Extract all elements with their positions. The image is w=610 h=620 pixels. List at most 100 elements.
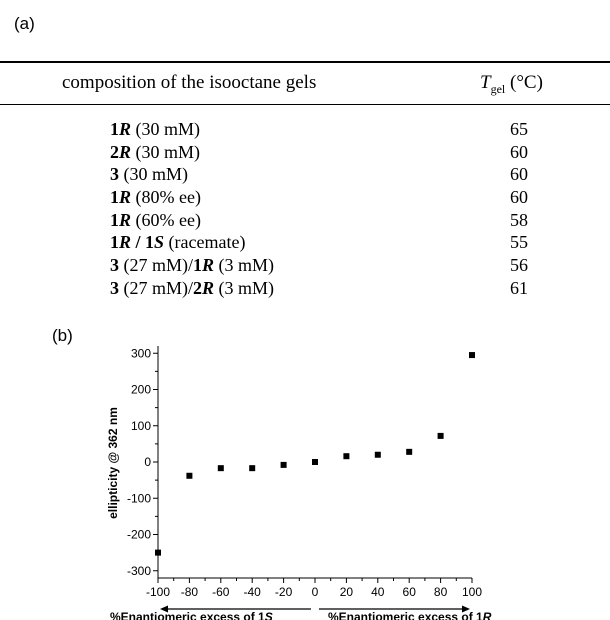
axis-title-text: %Enantiomeric excess of 1 bbox=[328, 610, 483, 620]
y-tick-label: 0 bbox=[144, 455, 151, 469]
table-row: 1R (80% ee) 60 bbox=[0, 186, 610, 209]
y-tick-label: -200 bbox=[127, 528, 151, 542]
x-tick-label: 100 bbox=[462, 585, 482, 599]
right-arrowhead bbox=[462, 605, 470, 613]
tgel-cell: 60 bbox=[510, 187, 528, 208]
data-point bbox=[374, 451, 381, 458]
data-point bbox=[312, 459, 318, 465]
table-row: 3 (27 mM)/2R (3 mM) 61 bbox=[0, 277, 610, 300]
panel-b-label: (b) bbox=[52, 326, 73, 345]
composition-cell: 2R (30 mM) bbox=[110, 141, 200, 164]
composition-text-part: 3 bbox=[110, 164, 119, 185]
composition-cell: 3 (30 mM) bbox=[110, 163, 188, 186]
tgel-cell: 60 bbox=[510, 164, 528, 185]
composition-text-part: (27 mM)/ bbox=[119, 255, 194, 276]
composition-text-part: 1 bbox=[110, 187, 119, 208]
x-tick-label: 40 bbox=[371, 585, 385, 599]
table-row: 3 (30 mM) 60 bbox=[0, 163, 610, 186]
table-top-rule bbox=[0, 61, 610, 63]
composition-cell: 1R (60% ee) bbox=[110, 209, 201, 232]
xlabel-right-title: %Enantiomeric excess of 1R bbox=[328, 610, 492, 620]
tgel-cell: 58 bbox=[510, 209, 528, 230]
x-tick-label: -100 bbox=[146, 585, 170, 599]
data-point bbox=[186, 472, 193, 479]
composition-cell: 3 (27 mM)/2R (3 mM) bbox=[110, 277, 274, 300]
composition-text-part: 1 bbox=[110, 232, 119, 253]
x-axis-ticks: -100 -80 -60 -40 -20 0 20 40 60 80 100 bbox=[146, 578, 482, 599]
composition-text-part: (3 mM) bbox=[214, 277, 275, 298]
composition-text-part: 3 bbox=[110, 255, 119, 276]
composition-column-header: composition of the isooctane gels bbox=[62, 72, 317, 93]
composition-text-part: (30 mM) bbox=[131, 141, 201, 162]
composition-text-part: 3 bbox=[110, 277, 119, 298]
table-header-rule bbox=[0, 104, 610, 105]
panel-a-label: (a) bbox=[14, 14, 35, 33]
composition-table: 1R (30 mM) 65 2R (30 mM) 60 3 (30 mM) 60 1R (8… bbox=[0, 118, 610, 300]
axis-title-enantiomer: R bbox=[483, 610, 492, 620]
x-axis-labels: %Enantiomeric excess of 1S %Enantiomeric … bbox=[110, 605, 492, 620]
composition-text-part: R bbox=[202, 277, 215, 298]
composition-text-part: R bbox=[119, 119, 132, 139]
table-row: 3 (27 mM)/1R (3 mM) 56 bbox=[0, 254, 610, 277]
composition-cell: 1R (30 mM) bbox=[110, 118, 200, 141]
tgel-cell: 55 bbox=[510, 232, 528, 253]
composition-text-part: R bbox=[119, 232, 132, 253]
axis-title-text: %Enantiomeric excess of 1 bbox=[110, 610, 265, 620]
tgel-cell: 61 bbox=[510, 277, 528, 298]
tgel-column-header: Tgel (°C) bbox=[480, 72, 543, 97]
tgel-cell: 60 bbox=[510, 141, 528, 162]
tgel-cell: 65 bbox=[510, 119, 528, 139]
table-row: 2R (30 mM) 60 bbox=[0, 141, 610, 164]
y-tick-label: -100 bbox=[127, 491, 151, 505]
composition-cell: 1R / 1S (racemate) bbox=[110, 231, 245, 254]
composition-text-part: R bbox=[202, 255, 215, 276]
tgel-subscript: gel bbox=[490, 81, 506, 96]
table-row: 1R / 1S (racemate) 55 bbox=[0, 231, 610, 254]
composition-text-part: 1 bbox=[145, 232, 155, 253]
y-tick-label: 300 bbox=[131, 346, 151, 360]
data-point bbox=[437, 432, 444, 439]
x-tick-label: 20 bbox=[340, 585, 354, 599]
composition-text-part: (80% ee) bbox=[131, 187, 201, 208]
x-tick-label: -60 bbox=[212, 585, 230, 599]
data-point bbox=[280, 461, 287, 468]
composition-text-part: R bbox=[119, 141, 132, 162]
composition-text-part: (30 mM) bbox=[119, 164, 189, 185]
x-tick-label: -40 bbox=[244, 585, 262, 599]
composition-text-part: (30 mM) bbox=[131, 119, 201, 139]
x-tick-label: -20 bbox=[275, 585, 293, 599]
data-point bbox=[155, 549, 161, 556]
x-tick-label: 0 bbox=[312, 585, 319, 599]
composition-text-part: R bbox=[119, 187, 132, 208]
data-point bbox=[217, 465, 224, 472]
left-arrowhead bbox=[160, 605, 168, 613]
data-point bbox=[469, 352, 475, 359]
composition-text-part: 1 bbox=[110, 209, 119, 230]
composition-text-part: 1 bbox=[110, 119, 119, 139]
data-point bbox=[249, 465, 256, 472]
composition-text-part: S bbox=[154, 232, 165, 253]
x-tick-label: 60 bbox=[403, 585, 417, 599]
y-tick-label: -300 bbox=[127, 564, 151, 578]
x-tick-label: 80 bbox=[434, 585, 448, 599]
data-points bbox=[155, 352, 475, 556]
composition-text-part: 2 bbox=[110, 141, 119, 162]
tgel-cell: 56 bbox=[510, 255, 528, 276]
composition-text-part: (3 mM) bbox=[214, 255, 275, 276]
composition-text-part: 1 bbox=[193, 255, 202, 276]
composition-cell: 3 (27 mM)/1R (3 mM) bbox=[110, 254, 274, 277]
y-tick-label: 100 bbox=[131, 419, 151, 433]
tgel-unit: (°C) bbox=[505, 72, 543, 93]
xlabel-left-title: %Enantiomeric excess of 1S bbox=[110, 610, 273, 620]
axis-title-enantiomer: S bbox=[265, 610, 273, 620]
table-row: 1R (30 mM) 65 bbox=[0, 118, 610, 141]
y-axis-title: ellipticity @ 362 nm bbox=[106, 407, 120, 519]
tgel-symbol: T bbox=[480, 72, 491, 93]
composition-text-part: R bbox=[119, 209, 132, 230]
y-tick-label: 200 bbox=[131, 383, 151, 397]
composition-text-part: (60% ee) bbox=[131, 209, 201, 230]
composition-text-part: / bbox=[131, 232, 146, 253]
composition-text-part: 2 bbox=[193, 277, 202, 298]
composition-text-part: (racemate) bbox=[164, 232, 246, 253]
